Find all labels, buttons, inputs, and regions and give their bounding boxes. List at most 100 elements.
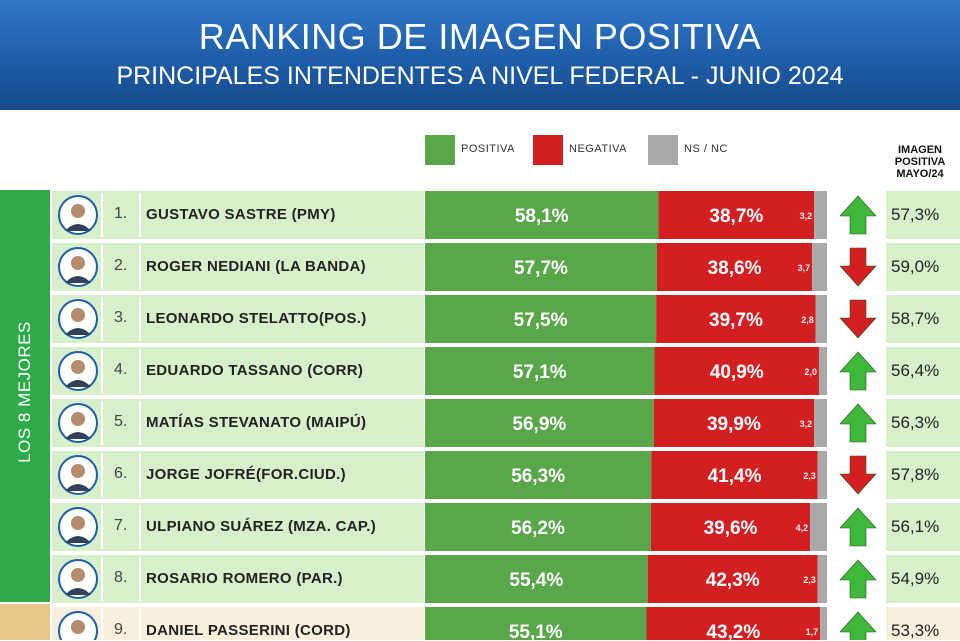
label-positiva: 57,5% <box>514 310 568 331</box>
bar-positiva <box>425 191 659 239</box>
arrow-up-icon <box>839 195 877 235</box>
label-positiva: 57,7% <box>514 258 568 279</box>
prev-header-line-2: POSITIVA <box>894 156 946 168</box>
row-name-background <box>52 399 424 447</box>
label-nsnc: 2,3 <box>803 471 816 481</box>
row-name: MATÍAS STEVANATO (MAIPÚ) <box>146 414 367 431</box>
avatar-head <box>71 204 85 218</box>
prev-value-background <box>886 555 960 603</box>
row-rank: 3. <box>114 309 128 326</box>
bar-positiva <box>425 399 654 447</box>
avatar-shoulders <box>65 588 91 595</box>
label-positiva: 56,9% <box>512 414 566 435</box>
other-side-band <box>0 604 50 640</box>
prev-column-header: IMAGEN POSITIVA MAYO/24 <box>880 144 960 180</box>
label-nsnc: 2,3 <box>803 575 816 585</box>
row-rank: 1. <box>114 205 128 222</box>
bar-positiva <box>425 243 657 291</box>
prev-value-background <box>886 191 960 239</box>
avatar-shoulders <box>65 276 91 283</box>
bar-negativa <box>658 191 815 239</box>
row-rank: 7. <box>114 517 128 534</box>
row-name: ROSARIO ROMERO (PAR.) <box>146 570 343 587</box>
ranking-row: 58,1% 38,7% 3,2 <box>52 191 960 239</box>
bar-negativa <box>653 399 815 447</box>
top8-side-band <box>0 190 50 602</box>
row-prev-value: 56,3% <box>891 413 940 432</box>
bar-nsnc <box>814 399 827 447</box>
avatar-shoulders <box>65 328 91 335</box>
avatar-head <box>71 308 85 322</box>
ranking-row: 57,5% 39,7% 2,8 <box>52 295 960 343</box>
row-name-background <box>52 295 424 343</box>
bar-negativa <box>646 607 821 640</box>
row-prev-value: 59,0% <box>891 257 940 276</box>
label-nsnc: 4,2 <box>796 523 809 533</box>
arrow-down-icon <box>839 299 877 339</box>
label-nsnc: 2,8 <box>801 315 814 325</box>
avatar-shoulders <box>65 432 91 439</box>
bar-nsnc <box>817 555 827 603</box>
label-negativa: 39,7% <box>709 310 763 331</box>
bar-negativa <box>656 243 813 291</box>
legend-label-positiva: POSITIVA <box>461 143 515 155</box>
label-positiva: 55,4% <box>509 570 563 591</box>
bar-positiva <box>425 295 657 343</box>
row-rank: 8. <box>114 569 128 586</box>
bar-negativa <box>656 295 816 343</box>
avatar-head <box>71 516 85 530</box>
bar-negativa <box>647 555 818 603</box>
bar-positiva <box>425 555 648 603</box>
bar-nsnc <box>810 503 827 551</box>
label-positiva: 58,1% <box>515 206 569 227</box>
prev-value-background <box>886 399 960 447</box>
arrow-down-icon <box>839 247 877 287</box>
arrow-down-icon <box>839 455 877 495</box>
ranking-row: 57,1% 40,9% 2,0 <box>52 347 960 395</box>
label-positiva: 57,1% <box>513 362 567 383</box>
row-prev-value: 57,3% <box>891 205 940 224</box>
label-nsnc: 1,7 <box>806 627 819 637</box>
label-negativa: 42,3% <box>706 570 760 591</box>
ranking-row: 55,4% 42,3% 2,3 <box>52 555 960 603</box>
bar-positiva <box>425 503 651 551</box>
label-negativa: 38,7% <box>709 206 763 227</box>
avatar-shoulders <box>65 224 91 231</box>
bar-nsnc <box>812 243 827 291</box>
ranking-row: 56,3% 41,4% 2,3 <box>52 451 960 499</box>
legend-swatch-positiva <box>425 135 455 165</box>
avatar-head <box>71 360 85 374</box>
bar-negativa <box>650 503 811 551</box>
bar-nsnc <box>818 347 827 395</box>
chart-title: RANKING DE IMAGEN POSITIVA <box>198 16 762 57</box>
bar-negativa <box>651 451 818 499</box>
label-nsnc: 3,2 <box>800 211 813 221</box>
ranking-row: 56,2% 39,6% 4,2 <box>52 503 960 551</box>
prev-value-background <box>886 347 960 395</box>
arrow-up-icon <box>839 403 877 443</box>
row-rank: 2. <box>114 257 128 274</box>
row-rank: 9. <box>114 621 128 638</box>
avatar-shoulders <box>65 536 91 543</box>
row-prev-value: 54,9% <box>891 569 940 588</box>
row-name: DANIEL PASSERINI (CORD) <box>146 622 351 639</box>
row-name: ULPIANO SUÁREZ (MZA. CAP.) <box>146 518 377 535</box>
row-name-background <box>52 243 424 291</box>
prev-value-background <box>886 503 960 551</box>
label-negativa: 43,2% <box>706 622 760 640</box>
legend-swatch-negativa <box>533 135 563 165</box>
label-negativa: 39,6% <box>704 518 758 539</box>
label-nsnc: 3,7 <box>798 263 811 273</box>
avatar-head <box>71 620 85 634</box>
avatar-shoulders <box>65 380 91 387</box>
row-name-background <box>52 191 424 239</box>
bar-nsnc <box>814 191 827 239</box>
ranking-row: 57,7% 38,6% 3,7 <box>52 243 960 291</box>
legend-label-negativa: NEGATIVA <box>569 143 627 155</box>
avatar-shoulders <box>65 484 91 491</box>
prev-header-line-1: IMAGEN <box>898 144 942 156</box>
label-negativa: 38,6% <box>708 258 762 279</box>
row-prev-value: 56,1% <box>891 517 940 536</box>
row-name-background <box>52 555 424 603</box>
bar-nsnc <box>820 607 827 640</box>
